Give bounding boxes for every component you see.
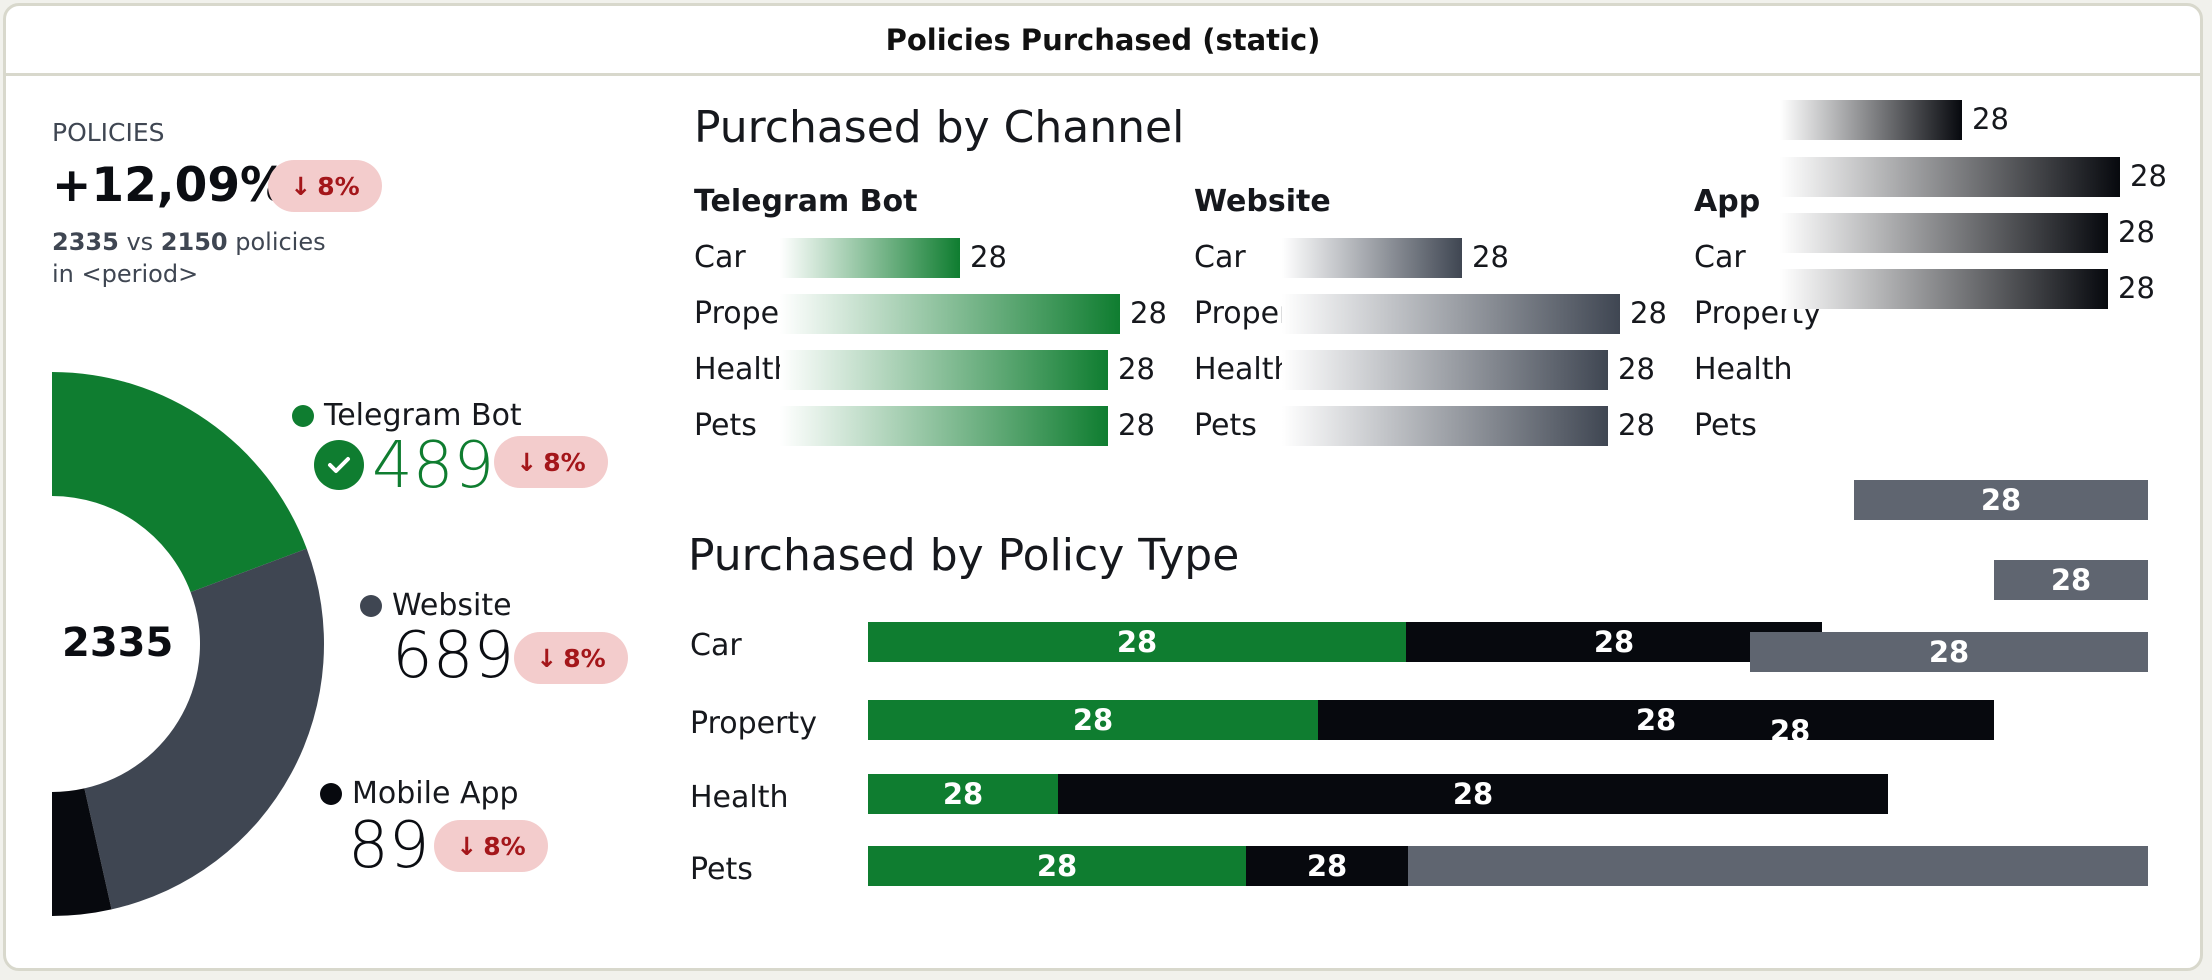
channel-bar	[1282, 238, 1462, 278]
telegram-change-badge: ↓ 8%	[494, 436, 608, 488]
channel-bar-value: 28	[1618, 352, 1655, 386]
policy-segment: 28	[868, 846, 1246, 886]
channel-row-label: Health	[1194, 352, 1293, 387]
kpi-period: in <period>	[52, 260, 199, 288]
telegram-value: 489	[372, 429, 495, 503]
channel-bar	[780, 350, 1108, 390]
legend-telegram-bot: Telegram Bot	[292, 398, 522, 433]
donut-center-total: 2335	[62, 620, 174, 666]
website-value: 689	[392, 619, 515, 693]
check-circle-icon	[314, 440, 364, 490]
channel-row-label: Pets	[1694, 408, 1757, 443]
arrow-down-icon: ↓	[290, 171, 312, 201]
channel-bar-value: 28	[1618, 408, 1655, 442]
channel-column-app: App	[1694, 184, 1761, 219]
arrow-down-icon: ↓	[536, 643, 558, 673]
policy-segment: 28	[868, 622, 1406, 662]
channel-bar	[1282, 350, 1608, 390]
mobile-app-dot-icon	[320, 782, 342, 805]
channel-row-label: Pets	[694, 408, 757, 443]
telegram-dot-icon	[292, 404, 314, 427]
channel-bar	[780, 238, 960, 278]
channel-bar-value: 28	[1118, 352, 1155, 386]
channel-section-title: Purchased by Channel	[694, 102, 1185, 153]
policy-row-label: Pets	[690, 852, 753, 887]
channel-bar	[1780, 213, 2108, 253]
channel-bar-value: 28	[1130, 296, 1167, 330]
channel-row-label: Car	[1194, 240, 1246, 275]
policy-type-section-title: Purchased by Policy Type	[688, 530, 1240, 581]
channel-row-label: Health	[1694, 352, 1793, 387]
donut-chart	[52, 372, 324, 916]
channel-row-label: Car	[694, 240, 746, 275]
website-dot-icon	[360, 594, 382, 617]
channel-bar	[1780, 157, 2120, 197]
arrow-down-icon: ↓	[516, 447, 538, 477]
policy-segment: 28	[1854, 480, 2148, 520]
mobile-app-value: 89	[348, 809, 430, 883]
channel-row-label: Health	[694, 352, 793, 387]
channel-row-label: Car	[1694, 240, 1746, 275]
website-change-badge: ↓ 8%	[514, 632, 628, 684]
channel-column-website: Website	[1194, 184, 1331, 219]
kpi-value: +12,09%	[52, 158, 288, 213]
channel-bar-value: 28	[1472, 240, 1509, 274]
donut-slice-website	[84, 548, 324, 910]
policy-segment	[1408, 846, 2148, 886]
kpi-label: POLICIES	[52, 118, 165, 147]
legend-mobile-app: Mobile App	[320, 776, 519, 811]
policy-segment: 28	[1750, 632, 2148, 672]
channel-bar	[1282, 406, 1608, 446]
channel-bar-value: 28	[2118, 215, 2155, 249]
policy-row-label: Property	[690, 706, 817, 741]
policy-segment: 28	[1318, 700, 1994, 740]
kpi-comparison: 2335 vs 2150 policies	[52, 228, 326, 256]
policy-row-label: Health	[690, 780, 789, 815]
policy-segment: 28	[1058, 774, 1888, 814]
channel-bar	[1282, 294, 1620, 334]
arrow-down-icon: ↓	[456, 831, 478, 861]
channel-column-telegram-bot: Telegram Bot	[694, 184, 918, 219]
kpi-change-badge: ↓ 8%	[268, 160, 382, 212]
policy-row-label: Car	[690, 628, 742, 663]
channel-row-label: Pets	[1194, 408, 1257, 443]
channel-bar-value: 28	[1118, 408, 1155, 442]
mobile-app-change-badge: ↓ 8%	[434, 820, 548, 872]
donut-slice-telegram-bot	[52, 372, 307, 593]
channel-bar-value: 28	[2118, 271, 2155, 305]
legend-website: Website	[360, 588, 512, 623]
card-title: Policies Purchased (static)	[6, 6, 2200, 76]
policy-segment: 28	[1246, 846, 1408, 886]
policy-segment: 28	[868, 700, 1318, 740]
policy-segment: 28	[868, 774, 1058, 814]
donut-slice-mobile-app	[52, 788, 112, 916]
channel-bar-value: 28	[2130, 159, 2167, 193]
channel-bar-value: 28	[1630, 296, 1667, 330]
channel-bar	[1780, 269, 2108, 309]
channel-bar	[780, 406, 1108, 446]
policy-segment: 28	[1994, 560, 2148, 600]
channel-bar-value: 28	[970, 240, 1007, 274]
channel-bar-value: 28	[1972, 102, 2009, 136]
channel-bar	[1780, 100, 1962, 140]
channel-bar	[780, 294, 1120, 334]
policy-segment-label: 28	[1770, 714, 1811, 748]
